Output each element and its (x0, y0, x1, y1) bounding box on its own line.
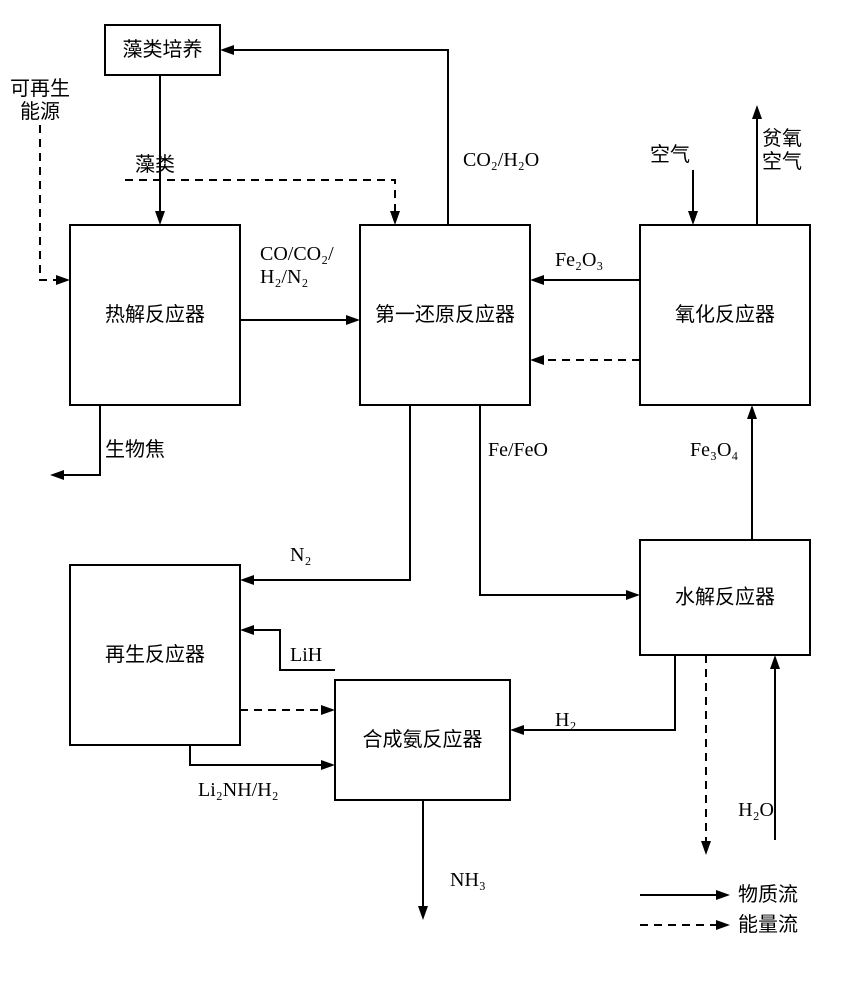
node-reduction: 第一还原反应器 (360, 225, 530, 405)
amm-to-nh3 (418, 800, 428, 920)
legend-dashed (640, 920, 730, 930)
red-to-regen-n2 (240, 405, 410, 585)
node-algae: 藻类培养 (105, 25, 220, 75)
air-to-ox (688, 170, 698, 225)
node-algae-label: 藻类培养 (123, 38, 203, 61)
red-to-hyd (480, 405, 640, 600)
ox-to-leanair (752, 105, 762, 225)
red-to-algae (220, 45, 448, 225)
regen-to-amm (190, 745, 335, 770)
node-oxidation: 氧化反应器 (640, 225, 810, 405)
pyro-to-biochar (50, 405, 100, 480)
label-renewable: 可再生能源 (10, 77, 70, 123)
edge-label-co2h2o: CO₂/H₂O (463, 149, 539, 171)
hyd-energy-out (701, 655, 711, 855)
edge-label-cocoh2n: CO/CO₂/H₂/N₂ (260, 243, 334, 288)
node-pyrolysis-label: 热解反应器 (105, 303, 205, 326)
edge-label-n2: N₂ (290, 544, 311, 566)
label-biochar: 生物焦 (105, 438, 165, 461)
node-ammonia: 合成氨反应器 (335, 680, 510, 800)
edge-label-nh3: NH₃ (450, 869, 486, 891)
node-hydrolysis-label: 水解反应器 (675, 586, 775, 609)
edge-label-h2: H₂ (555, 709, 576, 731)
label-air_in: 空气 (650, 143, 690, 166)
label-legend_en: 能量流 (738, 913, 798, 936)
renew-to-pyro (40, 125, 70, 285)
node-ammonia-label: 合成氨反应器 (363, 728, 483, 751)
label-lean_air: 贫氧空气 (762, 127, 802, 173)
node-pyrolysis: 热解反应器 (70, 225, 240, 405)
hyd-to-ox (747, 405, 757, 540)
node-regen-label: 再生反应器 (105, 643, 205, 666)
edge-label-li2nhh2: Li₂NH/H₂ (198, 779, 279, 801)
node-hydrolysis: 水解反应器 (640, 540, 810, 655)
label-legend_mat: 物质流 (738, 883, 798, 906)
edge-label-fefeo: Fe/FeO (488, 439, 548, 461)
edge-label-lih: LiH (290, 644, 322, 666)
hyd-to-amm-h2 (510, 655, 675, 735)
legend-solid (640, 890, 730, 900)
ox-to-red (530, 275, 640, 285)
label-h2o_in: H₂O (738, 799, 774, 821)
edge-label-fe3o4: Fe₃O₄ (690, 439, 738, 461)
ox-to-red-energy (530, 355, 640, 365)
label-algae_lbl: 藻类 (135, 153, 175, 176)
node-oxidation-label: 氧化反应器 (675, 303, 775, 326)
node-reduction-label: 第一还原反应器 (375, 303, 515, 326)
pyro-to-red (240, 315, 360, 325)
regen-to-amm-en (240, 705, 335, 715)
algae-to-pyro (155, 75, 165, 225)
edge-label-fe2o3: Fe₂O₃ (555, 249, 603, 271)
algae-lbl-to-red (125, 180, 400, 225)
node-regen: 再生反应器 (70, 565, 240, 745)
